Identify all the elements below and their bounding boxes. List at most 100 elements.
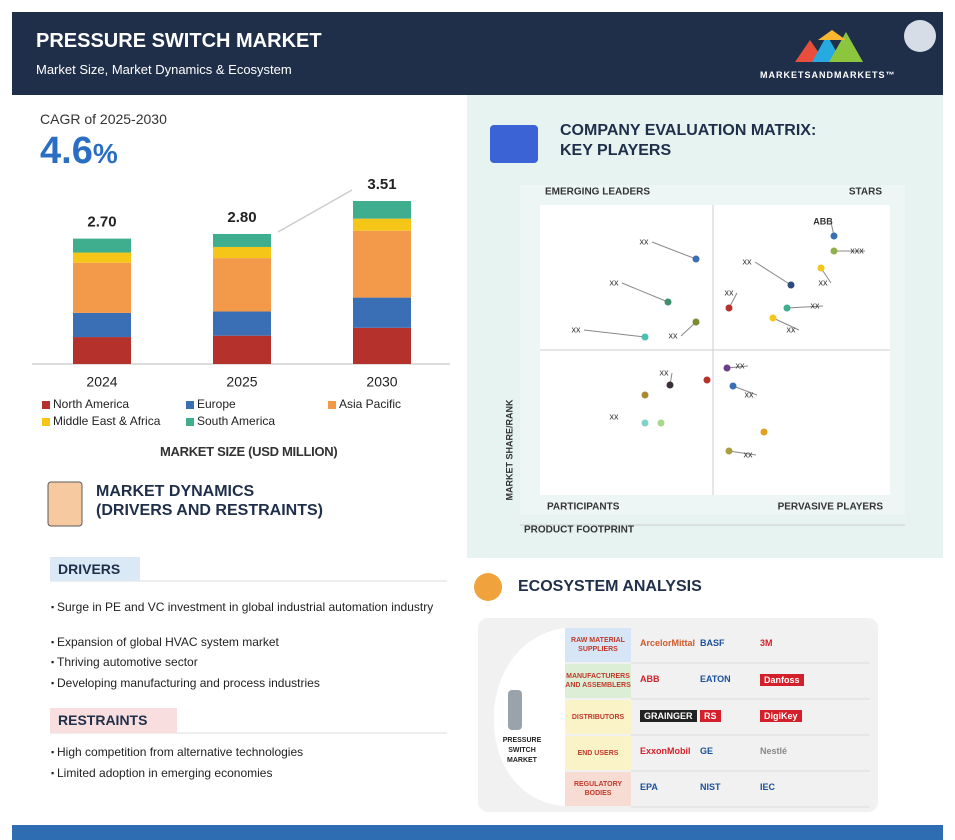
company-logo: Danfoss [760,674,804,686]
bar-segment [213,233,271,247]
growth-arrow [277,189,353,233]
leader-line [786,305,824,309]
cagr-value: 4.6 [40,130,93,172]
total-label: 2.80 [227,209,256,226]
company-logo: NIST [700,782,721,792]
leader-line [583,329,646,338]
company-dot [760,428,768,436]
company-label: xx [745,389,755,399]
company-label: xxx [850,245,864,255]
company-label: xx [640,236,650,246]
legend-swatch [328,401,336,409]
company-logo: GRAINGER [640,710,697,722]
leader-line [621,282,669,303]
leader-line [754,261,792,286]
ecosystem-center: PRESSURE SWITCH MARKET [502,737,542,764]
eco-row-bg [565,664,631,698]
bar-segment [73,238,131,253]
company-label: xx [787,324,797,334]
total-label: 3.51 [367,176,396,193]
bar-segment [353,201,411,219]
company-dot [664,298,672,306]
company-logo: Nestlé [760,746,788,756]
company-dot [692,318,700,326]
legend-label: Middle East & Africa [53,414,161,428]
company-dot [725,447,733,455]
eco-row-label: RAW MATERIAL SUPPLIERS [571,637,625,653]
company-logo: EPA [640,782,658,792]
company-label: xx [725,287,735,297]
legend-label: North America [53,397,129,411]
company-logo: RS [700,710,721,722]
company-dot [830,247,838,255]
drivers-title: DRIVERS [58,561,121,577]
company-logo: ABB [640,674,660,684]
restraints-box [50,708,177,733]
company-label: xx [660,367,670,377]
company-logo: 3M [760,638,773,648]
driver-item: Expansion of global HVAC system market [51,635,437,650]
logo-icon [795,30,863,62]
quadrant-label: PARTICIPANTS [547,502,620,513]
legend-label: Europe [197,397,236,411]
eco-row-label: END USERS [577,749,619,757]
clipboard-icon [47,481,83,527]
x-tick-label: 2025 [226,374,257,390]
company-label: xx [811,300,821,310]
axis-label: PRODUCT FOOTPRINT [524,525,634,536]
bar-segment [73,262,131,313]
company-dot [657,419,665,427]
restraint-item: Limited adoption in emerging economies [51,766,437,781]
legend-swatch [42,401,50,409]
company-dot [769,314,777,322]
company-logo: ExxonMobil [640,746,691,756]
company-logo: ArcelorMittal [640,638,696,648]
ecosystem-arc [493,628,565,806]
logo-text: MARKETSANDMARKETS™ [760,70,896,80]
company-label: xx [669,330,679,340]
company-label: ABB [813,216,833,226]
bar-segment [213,311,271,336]
company-dot [817,264,825,272]
leader-line [651,241,697,260]
eco-row-bg [565,772,631,806]
quadrant-label: EMERGING LEADERS [545,187,650,198]
bar-segment [353,297,411,328]
bar-segment [213,335,271,364]
legend-label: South America [197,414,275,428]
ecosystem-title: ECOSYSTEM ANALYSIS [518,578,702,595]
company-logo: BASF [700,638,725,648]
company-logo: DigiKey [760,710,802,722]
company-label: xx [572,324,582,334]
bar-segment [73,337,131,364]
dynamics-title: MARKET DYNAMICS [96,483,255,500]
bar-segment [73,252,131,263]
company-label: xx [819,277,829,287]
bar-segment [353,218,411,231]
company-dot [641,419,649,427]
header-bg [12,12,943,95]
company-logo: IEC [760,782,776,792]
cagr-unit: % [92,138,118,169]
ecosystem-icon [474,573,502,601]
bar-segment [213,246,271,259]
leader-line [728,450,757,456]
company-dot [729,382,737,390]
camera-icon[interactable] [904,20,936,52]
eco-row-label: DISTRIBUTORS [571,713,625,721]
restraints-title: RESTRAINTS [58,712,148,728]
switch-image [508,690,522,730]
cagr: 4.6% [40,130,118,173]
bar-segment [213,258,271,312]
dynamics-title: (DRIVERS AND RESTRAINTS) [96,502,323,519]
leader-line [772,317,800,331]
quadrant-label: PERVASIVE PLAYERS [778,502,884,513]
legend-label: Asia Pacific [339,397,401,411]
leader-line [732,385,758,396]
building-icon [490,125,538,163]
driver-item: Surge in PE and VC investment in global … [51,600,437,615]
cagr-label: CAGR of 2025-2030 [40,111,167,127]
company-logo: EATON [700,674,731,684]
